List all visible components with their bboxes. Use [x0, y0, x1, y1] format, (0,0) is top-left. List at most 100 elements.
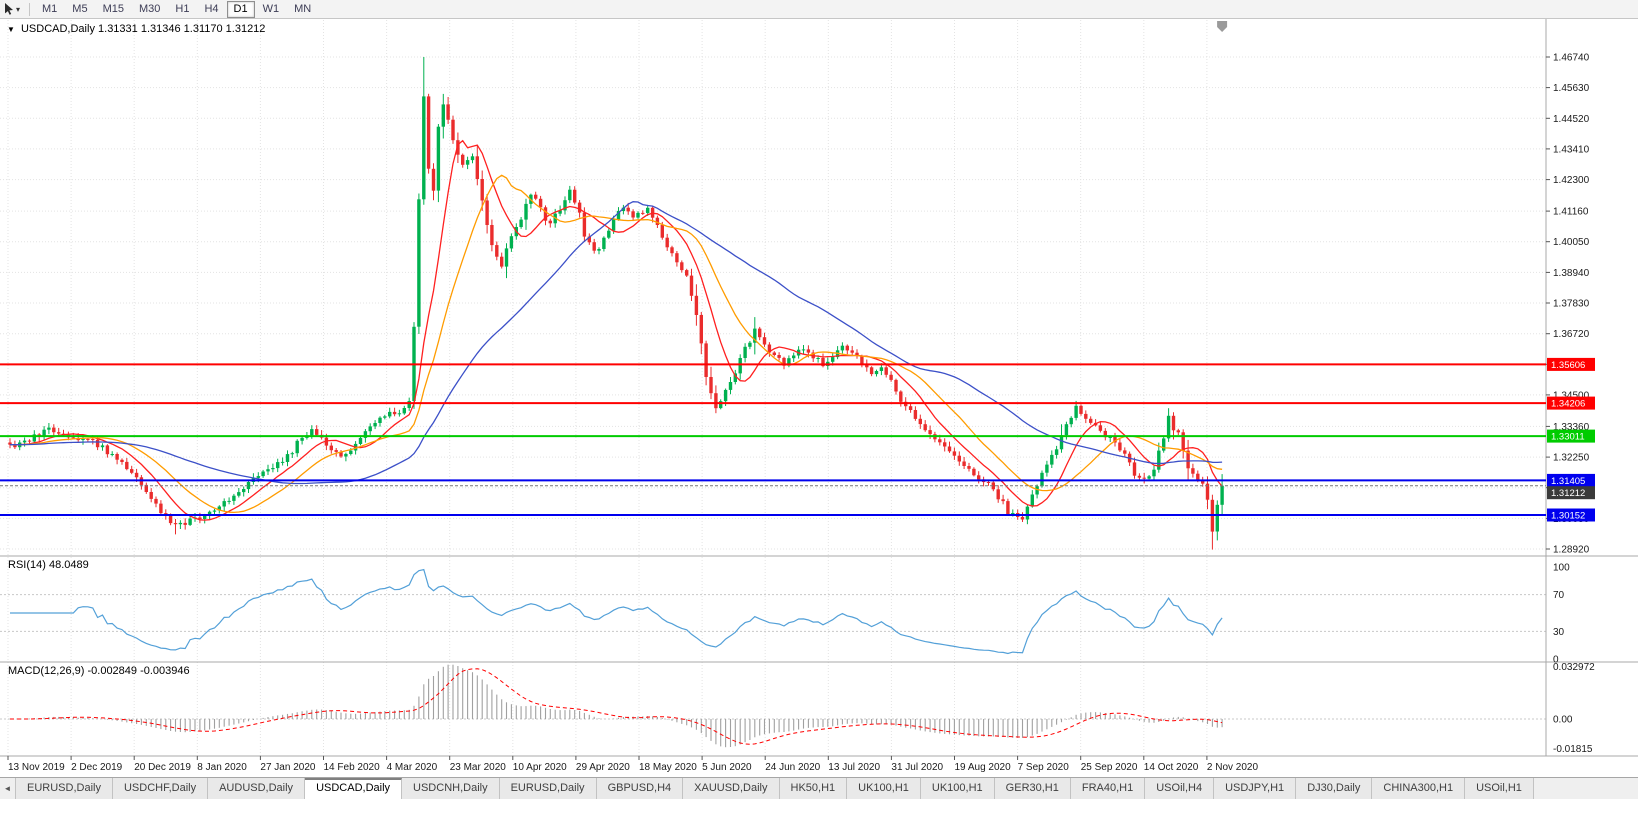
chart-tab-xauusd-daily[interactable]: XAUUSD,Daily	[683, 778, 780, 799]
timeframe-button-group: M1 M5 M15 M30 H1 H4 D1 W1 MN	[35, 0, 318, 18]
candle-body	[397, 413, 402, 415]
candle-body	[178, 522, 183, 525]
chart-tab-uk100-h1[interactable]: UK100,H1	[847, 778, 921, 799]
candle-body	[1166, 415, 1171, 439]
timeframe-button-mn[interactable]: MN	[294, 2, 312, 15]
candle-body	[130, 469, 134, 473]
candle-body	[1123, 450, 1127, 454]
candle-body	[13, 444, 17, 448]
chart-tab-usdcnh-daily[interactable]: USDCNH,Daily	[402, 778, 500, 799]
candle-body	[315, 429, 319, 435]
candle-body	[436, 126, 441, 191]
candle-body	[242, 489, 246, 493]
candle-body	[402, 408, 406, 414]
candle-body	[232, 495, 236, 501]
timeframe-button-m5[interactable]: M5	[72, 2, 88, 15]
chart-tab-gbpusd-h4[interactable]: GBPUSD,H4	[596, 778, 684, 799]
chart-tab-china300-h1[interactable]: CHINA300,H1	[1372, 778, 1466, 799]
chart-tab-usdjpy-h1[interactable]: USDJPY,H1	[1214, 778, 1297, 799]
ma-9-line	[9, 139, 1223, 521]
candle-body	[962, 461, 966, 466]
candle-body	[212, 510, 217, 512]
price-axis-label: 1.33360	[1553, 422, 1590, 433]
chart-tab-ger30-h1[interactable]: GER30,H1	[994, 778, 1071, 799]
timeframe-button-d1[interactable]: D1	[226, 0, 255, 18]
candle-body	[1084, 413, 1088, 419]
cursor-tool-icon[interactable]	[4, 3, 15, 15]
timeframe-button-w1[interactable]: W1	[262, 2, 280, 15]
timeframe-button-m1[interactable]: M1	[42, 2, 58, 15]
candle-body	[1098, 425, 1103, 431]
timeframe-button-m15[interactable]: M15	[102, 2, 124, 15]
candle-body	[972, 468, 976, 476]
candle-body	[1118, 442, 1122, 451]
chart-tab-usdcad-daily[interactable]: USDCAD,Daily	[305, 778, 403, 799]
current-price-badge	[1547, 486, 1595, 500]
rsi-current-value: 48.0489	[48, 559, 89, 571]
horizontal-lines[interactable]	[0, 363, 1546, 516]
candle-body	[616, 210, 621, 220]
candle-body	[1147, 476, 1151, 479]
top-toolbar: ▾ M1 M5 M15 M30 H1 H4 D1 W1 MN	[0, 0, 1638, 19]
candle-body	[52, 427, 56, 433]
rsi-line	[10, 568, 1223, 655]
chart-tab-dj30-daily[interactable]: DJ30,Daily	[1296, 778, 1373, 799]
candle-body	[728, 382, 733, 390]
candle-body	[246, 482, 251, 490]
candle-body	[470, 156, 475, 161]
candle-body	[524, 203, 528, 220]
timeframe-button-m30[interactable]: M30	[138, 2, 161, 15]
candle-body	[490, 225, 494, 246]
cursor-dropdown-caret-icon[interactable]: ▾	[16, 4, 21, 14]
candle-body	[996, 489, 1000, 500]
candle-body	[1050, 454, 1054, 465]
chart-tab-eurusd-daily[interactable]: EURUSD,Daily	[16, 778, 113, 799]
chart-collapse-icon[interactable]: ▼	[7, 25, 15, 34]
candle-body	[217, 506, 221, 511]
chart-tab-usoil-h1[interactable]: USOil,H1	[1465, 778, 1534, 799]
candle-body	[22, 440, 27, 443]
candle-body	[1011, 513, 1015, 515]
candle-body	[1142, 477, 1146, 479]
candle-body	[441, 104, 445, 127]
candle-body	[378, 417, 382, 423]
candle-body	[777, 355, 781, 358]
price-axis-label: 1.34500	[1553, 390, 1590, 401]
svg-text:1.35606: 1.35606	[1551, 360, 1585, 371]
tabs-scroll-left-button[interactable]: ◄	[0, 778, 16, 799]
candle-body	[1176, 430, 1180, 433]
chart-tab-eurusd-daily[interactable]: EURUSD,Daily	[499, 778, 597, 799]
price-axis-label: 1.46740	[1553, 53, 1590, 64]
candle-body	[874, 371, 879, 375]
candle-body	[42, 429, 46, 437]
chart-tab-audusd-daily[interactable]: AUDUSD,Daily	[208, 778, 306, 799]
candle-body	[1001, 499, 1005, 502]
timeframe-button-h4[interactable]: H4	[204, 2, 219, 15]
price-axis-label: 1.43410	[1553, 144, 1590, 155]
candle-body	[407, 401, 411, 408]
price-axis-label: 1.40050	[1553, 237, 1590, 248]
date-axis-label: 5 Jun 2020	[702, 762, 752, 773]
candle-body	[587, 236, 591, 243]
chart-tab-usoil-h4[interactable]: USOil,H4	[1145, 778, 1215, 799]
svg-text:1.31212: 1.31212	[1551, 488, 1585, 499]
chart-shift-marker-icon[interactable]	[1217, 21, 1228, 32]
candle-body	[266, 469, 270, 472]
candle-body	[485, 200, 489, 225]
candle-body	[723, 389, 728, 402]
price-line-badge	[1547, 396, 1595, 410]
rsi-axis-label: 100	[1553, 563, 1570, 574]
candle-body	[762, 337, 767, 345]
chart-tab-fra40-h1[interactable]: FRA40,H1	[1070, 778, 1146, 799]
candle-body	[1186, 450, 1190, 469]
candle-body	[1103, 430, 1107, 438]
candle-body	[928, 430, 932, 435]
date-axis-label: 29 Apr 2020	[576, 762, 630, 773]
chart-tab-usdchf-daily[interactable]: USDCHF,Daily	[112, 778, 209, 799]
ma-18-line	[9, 174, 1223, 514]
timeframe-button-h1[interactable]: H1	[175, 2, 190, 15]
chart-tab-hk50-h1[interactable]: HK50,H1	[779, 778, 848, 799]
chart-tab-uk100-h1[interactable]: UK100,H1	[920, 778, 995, 799]
candle-body	[923, 424, 927, 431]
